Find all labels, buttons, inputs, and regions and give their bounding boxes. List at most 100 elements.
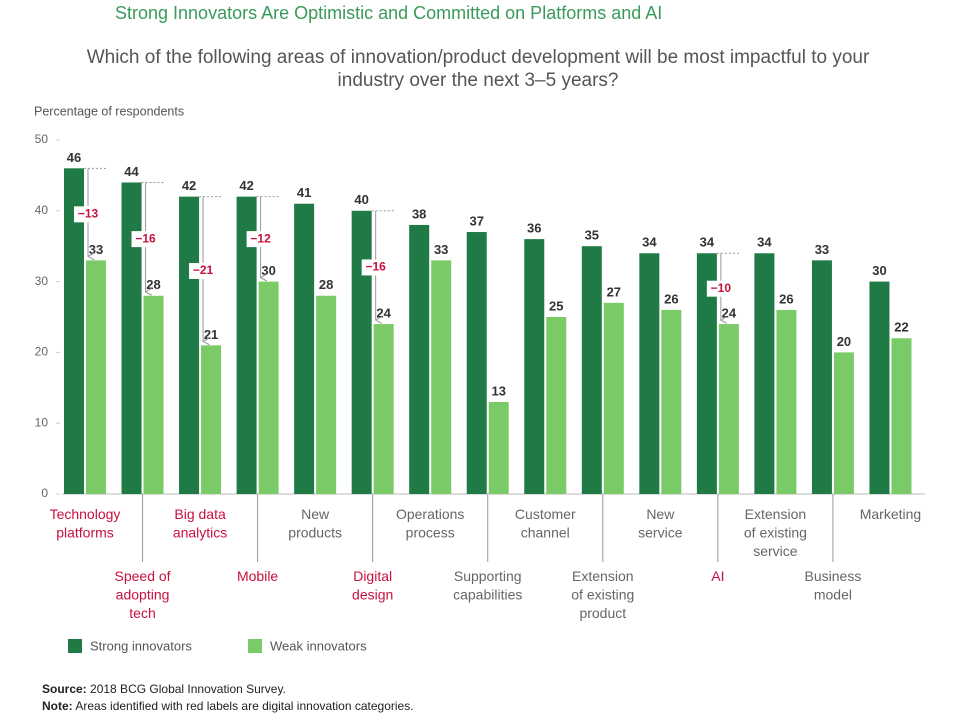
value-label: 44 xyxy=(124,164,139,179)
bar xyxy=(603,302,624,494)
legend-swatch xyxy=(68,639,82,653)
x-tick-label: New products xyxy=(288,506,342,541)
value-label: 30 xyxy=(261,263,275,278)
value-label: 34 xyxy=(642,235,657,250)
value-label: 24 xyxy=(722,306,737,321)
bar xyxy=(581,246,602,494)
value-label: 46 xyxy=(67,150,81,165)
bar xyxy=(351,210,372,495)
x-tick-label: Big data analytics xyxy=(173,506,227,541)
value-label: 30 xyxy=(872,263,886,278)
legend-swatch xyxy=(248,639,262,653)
note-label: Note: xyxy=(42,699,73,713)
chart-subtitle: Which of the following areas of innovati… xyxy=(87,47,870,91)
value-label: 28 xyxy=(146,277,160,292)
bar xyxy=(776,309,797,494)
chart-title: Strong Innovators Are Optimistic and Com… xyxy=(115,3,662,23)
bar xyxy=(661,309,682,494)
difference-label: −16 xyxy=(365,260,386,274)
bar xyxy=(754,253,775,494)
x-tick-label: Operations process xyxy=(396,506,464,541)
value-label: 34 xyxy=(757,235,772,250)
value-label: 21 xyxy=(204,327,218,342)
x-tick-label: Mobile xyxy=(237,568,278,584)
legend-label: Strong innovators xyxy=(90,638,192,653)
value-label: 33 xyxy=(434,242,448,257)
value-label: 42 xyxy=(182,178,196,193)
y-tick-label: 40 xyxy=(35,203,49,217)
source-label: Source: xyxy=(42,682,87,696)
value-label: 27 xyxy=(607,284,621,299)
x-tick-label: Supporting capabilities xyxy=(453,568,522,603)
difference-label: −13 xyxy=(78,207,99,221)
x-tick-label: Customer channel xyxy=(515,506,576,541)
bar xyxy=(524,239,545,494)
x-tick-label: Digital design xyxy=(352,568,393,603)
bar xyxy=(121,182,142,495)
bar xyxy=(201,345,222,494)
bar xyxy=(466,232,487,495)
bar xyxy=(179,196,200,494)
difference-label-bg xyxy=(706,280,735,297)
bar xyxy=(696,253,717,494)
value-label: 41 xyxy=(297,185,311,200)
difference-label-bg xyxy=(74,206,102,223)
bar xyxy=(869,281,890,494)
value-label: 28 xyxy=(319,277,333,292)
bar xyxy=(488,401,509,494)
x-tick-label: New service xyxy=(638,506,683,541)
x-tick-label: AI xyxy=(711,568,724,584)
source: Source: 2018 BCG Global Innovation Surve… xyxy=(42,682,286,696)
difference-label: −10 xyxy=(711,281,732,295)
bar xyxy=(833,352,854,494)
value-label: 34 xyxy=(700,235,715,250)
bar xyxy=(373,324,394,494)
difference-label-bg xyxy=(189,262,218,279)
value-label: 26 xyxy=(664,291,678,306)
value-label: 33 xyxy=(815,242,829,257)
y-axis-label: Percentage of respondents xyxy=(34,104,184,118)
value-label: 40 xyxy=(354,192,368,207)
value-label: 22 xyxy=(894,320,908,335)
value-label: 24 xyxy=(376,306,391,321)
source-text: 2018 BCG Global Innovation Survey. xyxy=(90,682,286,696)
y-tick-label: 20 xyxy=(35,345,49,359)
bar xyxy=(811,260,832,494)
bar xyxy=(316,295,337,494)
bar xyxy=(639,253,660,494)
note-text: Areas identified with red labels are dig… xyxy=(75,699,413,713)
value-label: 25 xyxy=(549,298,563,313)
x-tick-label: Marketing xyxy=(860,506,921,522)
difference-label: −21 xyxy=(193,263,214,277)
bar xyxy=(718,324,739,494)
bar xyxy=(258,281,279,494)
bar xyxy=(431,260,452,494)
bar xyxy=(294,203,315,494)
x-tick-label: Extension of existing service xyxy=(744,506,807,559)
value-label: 38 xyxy=(412,206,426,221)
y-tick-label: 0 xyxy=(41,486,48,500)
note: Note: Areas identified with red labels a… xyxy=(42,699,414,713)
legend-label: Weak innovators xyxy=(270,638,367,653)
bar xyxy=(64,168,84,494)
value-label: 42 xyxy=(239,178,253,193)
value-label: 37 xyxy=(469,213,483,228)
difference-label-bg xyxy=(246,231,275,248)
value-label: 33 xyxy=(89,242,103,257)
difference-label: −16 xyxy=(135,231,156,245)
difference-label-bg xyxy=(361,259,390,276)
x-tick-label: Business model xyxy=(805,568,862,603)
value-label: 13 xyxy=(491,383,505,398)
bar xyxy=(891,338,912,494)
value-label: 35 xyxy=(585,228,599,243)
x-tick-label: Extension of existing product xyxy=(571,568,634,621)
x-tick-label: Speed of adopting tech xyxy=(115,568,171,621)
y-tick-label: 10 xyxy=(35,415,49,429)
value-label: 20 xyxy=(837,334,851,349)
bar xyxy=(546,317,567,494)
y-tick-label: 30 xyxy=(35,274,49,288)
bar xyxy=(409,224,430,494)
x-tick-label: Technology platforms xyxy=(50,506,121,541)
value-label: 36 xyxy=(527,221,541,236)
